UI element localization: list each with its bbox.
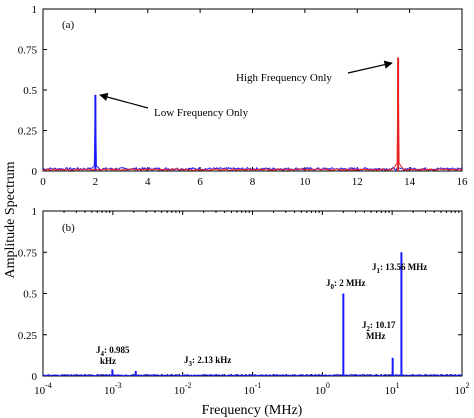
a-y-tick-label: 0 xyxy=(32,166,38,178)
panel-a: (a) 0 0.25 0.5 0.75 1 0 2 4 6 8 10 12 14 16 Low Freq… xyxy=(18,4,468,188)
y-axis-label: Amplitude Spectrum xyxy=(3,161,18,278)
b-y-tick-label: 0.5 xyxy=(23,289,37,301)
b-peak-label-3: J2: 10.17 xyxy=(362,320,396,333)
b-peak-label-unit-3: MHz xyxy=(366,331,386,341)
b-peak-label-0: J4: 0.985 xyxy=(96,345,130,358)
panel-a-y-ticks: 0 0.25 0.5 0.75 1 xyxy=(18,4,462,178)
low-frequency-annotation: Low Frequency Only xyxy=(99,92,249,119)
a-x-tick-label: 2 xyxy=(93,176,99,188)
panel-b: (b) 0 0.25 0.5 0.75 1 10-4 10-3 10-2 10-1 100 101… xyxy=(18,206,470,397)
b-y-tick-label: 0.75 xyxy=(18,247,38,259)
b-x-tick-label: 10-1 xyxy=(244,381,262,397)
a-x-tick-label: 16 xyxy=(457,176,469,188)
a-x-tick-label: 10 xyxy=(299,176,311,188)
panel-b-tag: (b) xyxy=(62,222,75,234)
a-x-tick-label: 4 xyxy=(145,176,151,188)
b-x-tick-label: 10-3 xyxy=(104,381,122,397)
panel-b-y-ticks: 0 0.25 0.5 0.75 1 xyxy=(18,206,462,383)
b-x-tick-label: 10-4 xyxy=(34,381,52,397)
b-x-tick-label: 102 xyxy=(455,381,470,397)
low-frequency-label: Low Frequency Only xyxy=(154,107,249,119)
a-y-tick-label: 1 xyxy=(32,4,38,16)
b-x-tick-label: 101 xyxy=(385,381,400,397)
b-peak-label-unit-0: kHz xyxy=(100,356,116,366)
a-series-line-1 xyxy=(42,57,463,172)
panel-a-x-ticks: 0 2 4 6 8 10 12 14 16 xyxy=(40,9,468,188)
panel-a-series xyxy=(42,57,463,172)
b-peak-label-2: J0: 2 MHz xyxy=(326,278,366,291)
panel-b-x-ticks: 10-4 10-3 10-2 10-1 100 101 102 xyxy=(34,211,470,397)
b-peak-label-1: J3: 2.13 kHz xyxy=(184,355,231,368)
low-frequency-arrow xyxy=(99,92,149,109)
b-y-tick-label: 0.25 xyxy=(18,330,38,342)
a-x-tick-label: 0 xyxy=(40,176,46,188)
b-peak-label-4: J1: 13.56 MHz xyxy=(372,262,427,275)
b-x-tick-label: 10-2 xyxy=(174,381,192,397)
b-y-tick-label: 1 xyxy=(32,206,38,218)
high-frequency-arrow xyxy=(347,60,393,74)
x-axis-label: Frequency (MHz) xyxy=(202,403,303,418)
a-y-tick-label: 0.75 xyxy=(18,45,38,57)
high-frequency-annotation: High Frequency Only xyxy=(236,60,393,84)
a-x-tick-label: 6 xyxy=(197,176,203,188)
a-x-tick-label: 12 xyxy=(352,176,363,188)
panel-b-series xyxy=(42,252,463,377)
a-x-tick-label: 14 xyxy=(404,176,416,188)
b-x-tick-label: 100 xyxy=(315,381,330,397)
a-y-tick-label: 0.25 xyxy=(18,126,38,138)
panel-a-tag: (a) xyxy=(62,19,75,31)
high-frequency-label: High Frequency Only xyxy=(236,72,332,84)
b-y-tick-label: 0 xyxy=(32,371,38,383)
a-x-tick-label: 8 xyxy=(250,176,256,188)
a-y-tick-label: 0.5 xyxy=(23,85,37,97)
